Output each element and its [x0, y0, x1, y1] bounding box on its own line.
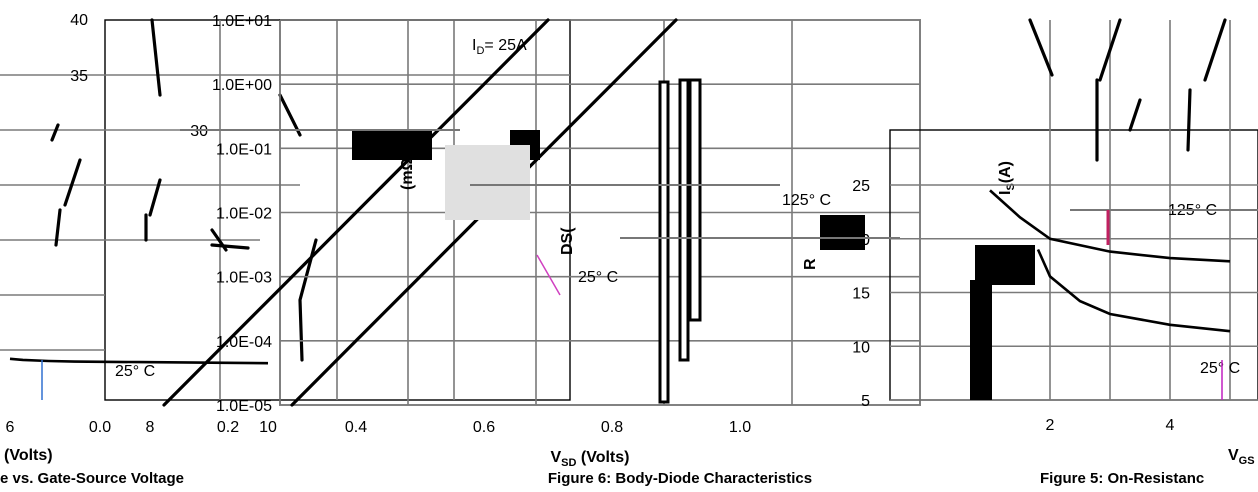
right-figure-title: Figure 5: On-Resistanc	[1040, 470, 1204, 487]
left-x-tick: 6	[6, 419, 15, 436]
left-y-tick: 40	[70, 12, 88, 29]
glitch-block	[975, 245, 1035, 285]
left-steep-curve	[150, 18, 162, 97]
right-steep-curve	[1128, 98, 1142, 132]
right-y-axis-title-unit: (mΩ)	[399, 152, 416, 190]
right-label-25c: 25° C	[1200, 360, 1240, 377]
glitch-block	[820, 215, 865, 250]
right-y-tick: 5	[861, 393, 870, 410]
middle-x-axis-title: VSD (Volts)	[551, 449, 630, 469]
right-steep-curve	[1098, 18, 1122, 82]
middle-x-tick: 0.0	[89, 419, 111, 436]
middle-y-tick: 1.0E+00	[212, 77, 272, 94]
glitch-block	[970, 280, 992, 400]
left-figure-title: e vs. Gate-Source Voltage	[0, 470, 184, 487]
middle-x-tick: 0.4	[345, 419, 367, 436]
left-y-tick: 35	[70, 68, 88, 85]
left-steep-curve	[210, 93, 302, 252]
left-y-tick: 30	[190, 123, 208, 140]
glitch-block	[658, 80, 670, 404]
glitch-block	[445, 145, 530, 220]
left-temp-annotation: 25° C	[115, 363, 155, 380]
middle-x-tick: 0.2	[217, 419, 239, 436]
middle-y-tick: 1.0E+01	[212, 13, 272, 30]
right-y-axis-title-r: R	[802, 258, 819, 270]
right-y-tick: 25	[852, 178, 870, 195]
left-id-annotation: ID= 25A	[472, 37, 527, 57]
right-x-tick: 4	[1166, 417, 1175, 434]
middle-x-tick: 1.0	[729, 419, 751, 436]
right-y-tick: 10	[852, 339, 870, 356]
left-x-tick: 8	[146, 419, 155, 436]
right-x-tick: 2	[1046, 417, 1055, 434]
left-x-tick: 10	[259, 419, 277, 436]
glitch-line	[536, 254, 561, 296]
right-chart: 252015105 24 125° C 25° C VGS Figure 5: …	[399, 18, 1258, 487]
right-y-tick: 15	[852, 286, 870, 303]
right-series-125c	[989, 189, 1231, 263]
right-y-axis-title-ds: DS(	[559, 227, 576, 255]
right-series-25c	[1036, 248, 1231, 333]
middle-y-tick: 1.0E-02	[216, 206, 272, 223]
glitch-block	[688, 78, 702, 322]
middle-y-tick: 1.0E-05	[216, 398, 272, 415]
middle-label-25c: 25° C	[578, 269, 618, 286]
left-chart: 40 35 30 6 8 10 ID= 25A 25° C (Volts) e …	[0, 12, 571, 487]
left-steep-curve	[298, 238, 318, 362]
middle-grid	[279, 19, 921, 406]
middle-x-tick: 0.8	[601, 419, 623, 436]
left-x-axis-title: (Volts)	[4, 447, 53, 464]
left-steep-curve	[50, 123, 82, 247]
middle-chart: 1.0E+01 1.0E+00 1.0E-01 1.0E-02 1.0E-03 1.0E-…	[89, 13, 1017, 487]
middle-y-tick: 1.0E-01	[216, 141, 272, 158]
middle-figure-title: Figure 6: Body-Diode Characteristics	[548, 470, 812, 487]
render-glitch-overlay	[41, 78, 1258, 404]
middle-y-tick: 1.0E-03	[216, 270, 272, 287]
middle-series-125c	[162, 18, 550, 407]
glitch-block	[678, 78, 690, 362]
right-steep-curve	[1203, 18, 1227, 82]
right-x-axis-title: VGS	[1228, 447, 1255, 467]
middle-y-axis-title: IS(A)	[997, 161, 1017, 195]
glitch-block	[352, 130, 432, 160]
middle-label-125c: 125° C	[782, 192, 831, 209]
middle-x-tick: 0.6	[473, 419, 495, 436]
right-steep-curve	[1028, 18, 1054, 77]
left-steep-curve	[144, 178, 162, 242]
right-steep-curve	[1186, 88, 1192, 152]
left-series-line	[9, 357, 269, 365]
right-grid	[890, 20, 1258, 401]
